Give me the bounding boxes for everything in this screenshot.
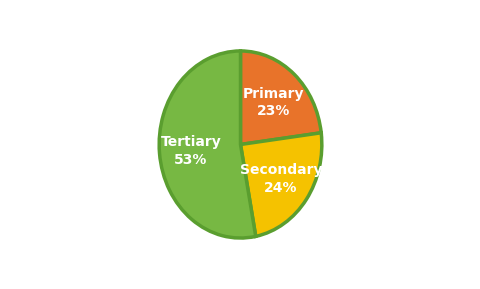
Text: 24%: 24% — [264, 181, 297, 195]
Wedge shape — [240, 51, 321, 144]
Text: Tertiary: Tertiary — [160, 135, 221, 149]
Text: 23%: 23% — [256, 105, 289, 118]
Wedge shape — [240, 133, 321, 236]
Text: Secondary: Secondary — [239, 164, 321, 177]
Text: 53%: 53% — [174, 153, 207, 167]
Text: Primary: Primary — [242, 87, 303, 101]
Wedge shape — [159, 51, 255, 238]
